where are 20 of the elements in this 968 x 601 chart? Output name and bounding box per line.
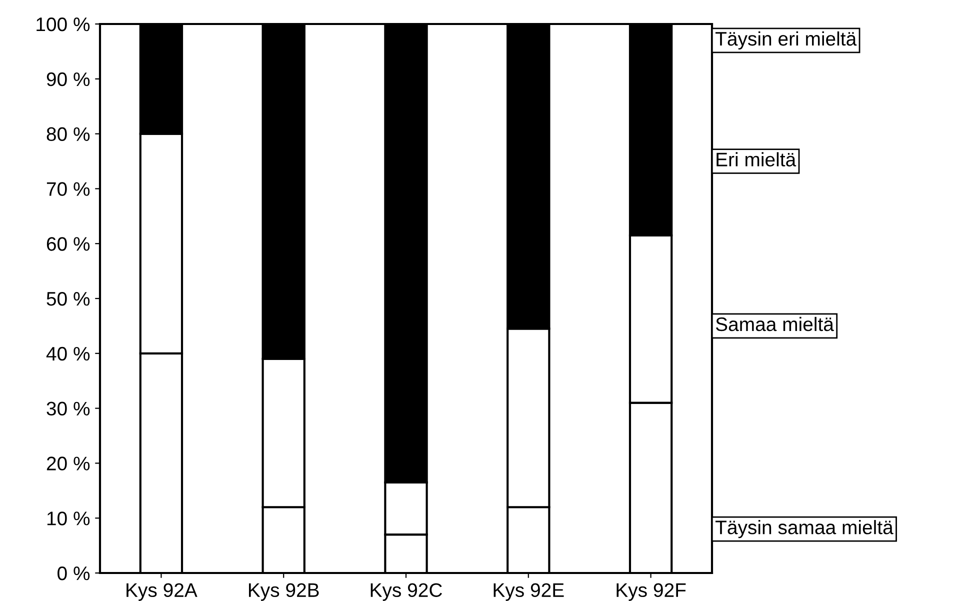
y-tick-label: 60 %	[46, 237, 90, 251]
y-tick-label: 10 %	[47, 512, 90, 526]
y-tick-label: 20 %	[46, 456, 90, 470]
x-tick-label: Kys 92F	[616, 583, 686, 601]
text: Täysin samaa mieltä	[715, 520, 894, 538]
text: Täysin eri mieltä	[715, 31, 857, 50]
x-tick-label: Kys 92E	[494, 583, 564, 601]
text: Samaa mieltä	[716, 316, 834, 332]
y-tick-label: 30 %	[46, 402, 90, 416]
y-tick-label: 90 %	[46, 72, 90, 86]
y-tick-label: 0 %	[58, 566, 90, 580]
text: Eri mieltä	[716, 152, 796, 166]
y-tick-label: 50 %	[46, 292, 90, 306]
y-tick-label: 100 %	[36, 17, 90, 32]
y-tick-label: 80 %	[46, 127, 90, 142]
x-tick-label: Kys 92B	[248, 583, 319, 601]
y-tick-label: 40 %	[46, 346, 90, 361]
x-tick-label: Kys 92C	[370, 583, 442, 601]
y-tick-label: 70 %	[46, 182, 90, 196]
x-tick-label: Kys 92A	[126, 583, 198, 601]
